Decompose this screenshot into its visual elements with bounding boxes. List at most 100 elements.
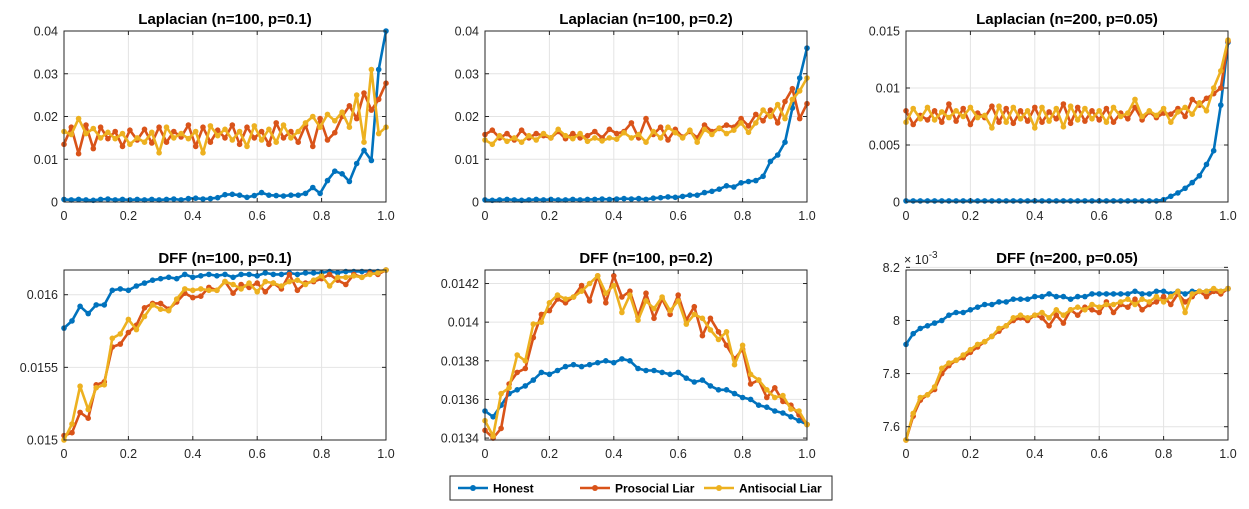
data-point [657,194,664,201]
chart-panel-1: 0 0.2 0.4 0.6 0.8 1.0 0 0.01 0.02 0.03 0.04 Laplaci… [34,11,395,223]
data-point [628,120,635,126]
data-point [230,290,236,297]
y-tick-label: 0.015 [869,25,900,39]
data-point [1153,112,1160,119]
data-point [699,377,706,383]
data-point [533,196,539,203]
data-point [657,124,664,130]
data-point [782,98,788,105]
legend: Honest Prosocial Liar Antisocial Liar [449,475,833,501]
data-point [318,273,325,279]
data-point [672,194,679,201]
data-point [1160,105,1167,112]
data-point [156,150,162,156]
x-tick-label: 0 [482,447,489,461]
y-tick-label: 0.03 [455,67,479,81]
y-tick-label: 0.02 [455,110,479,124]
data-point [1053,198,1060,204]
data-point [198,293,204,300]
data-point [346,124,353,130]
data-point [1125,296,1131,303]
x-tick-label: 1.0 [377,447,394,461]
data-point [489,141,496,148]
series-honest [482,45,810,204]
data-point [262,289,269,295]
data-point [112,197,118,203]
data-point [171,135,177,141]
x-tick-label: 1.0 [377,209,394,223]
data-point [1096,117,1102,123]
data-point [1003,105,1009,112]
data-point [1039,293,1045,300]
data-point [603,300,609,306]
data-point [1032,104,1038,111]
data-point [1182,309,1188,316]
data-point [490,433,496,439]
data-point [619,309,625,316]
data-point [112,128,118,135]
data-point [236,128,243,135]
x-tick-label: 0 [903,209,910,223]
data-point [603,358,609,364]
data-point [996,325,1002,332]
data-point [672,129,679,136]
data-point [69,421,75,427]
data-point [514,387,520,393]
data-point [562,132,569,139]
data-point [214,132,221,139]
data-point [989,125,995,131]
data-point [68,131,75,138]
data-point [332,168,338,174]
data-point [514,352,520,358]
plot-area [64,270,386,440]
data-point [533,137,539,143]
data-point [326,283,333,289]
data-point [117,286,124,292]
data-point [594,273,601,279]
legend-swatch-marker [470,485,476,491]
x-tick-label: 0.2 [541,209,558,223]
x-tick-label: 0.8 [313,447,330,461]
data-point [675,292,681,298]
data-point [611,282,617,289]
data-point [1203,293,1210,300]
data-point [85,406,91,413]
data-point [1046,118,1052,124]
data-point [723,342,730,349]
data-point [317,115,323,122]
data-point [1067,120,1074,127]
data-point [1003,323,1009,329]
data-point [910,198,916,204]
data-point [606,196,613,203]
data-point [594,359,601,366]
data-point [238,286,244,292]
data-point [1132,96,1138,103]
data-point [190,294,196,301]
data-point [613,136,620,142]
data-point [214,194,221,201]
data-point [105,196,111,202]
y-tick-label: 8.2 [883,261,900,275]
data-point [1168,193,1174,200]
data-point [643,139,649,145]
data-point [562,363,569,370]
x-tick-label: 0.6 [670,447,687,461]
data-point [643,367,649,374]
data-point [796,417,802,424]
data-point [1168,293,1174,300]
data-point [643,290,649,297]
data-point [1082,118,1088,124]
data-point [134,135,140,141]
y-tick-label: 0.0134 [441,432,479,446]
data-point [946,312,952,319]
x-tick-label: 0.6 [670,209,687,223]
data-point [1175,109,1181,115]
data-point [280,135,287,141]
data-point [635,195,642,202]
data-point [522,358,529,364]
data-point [361,147,367,154]
data-point [97,124,104,130]
data-point [755,377,762,383]
data-point [592,135,598,141]
series-line [906,42,1230,203]
